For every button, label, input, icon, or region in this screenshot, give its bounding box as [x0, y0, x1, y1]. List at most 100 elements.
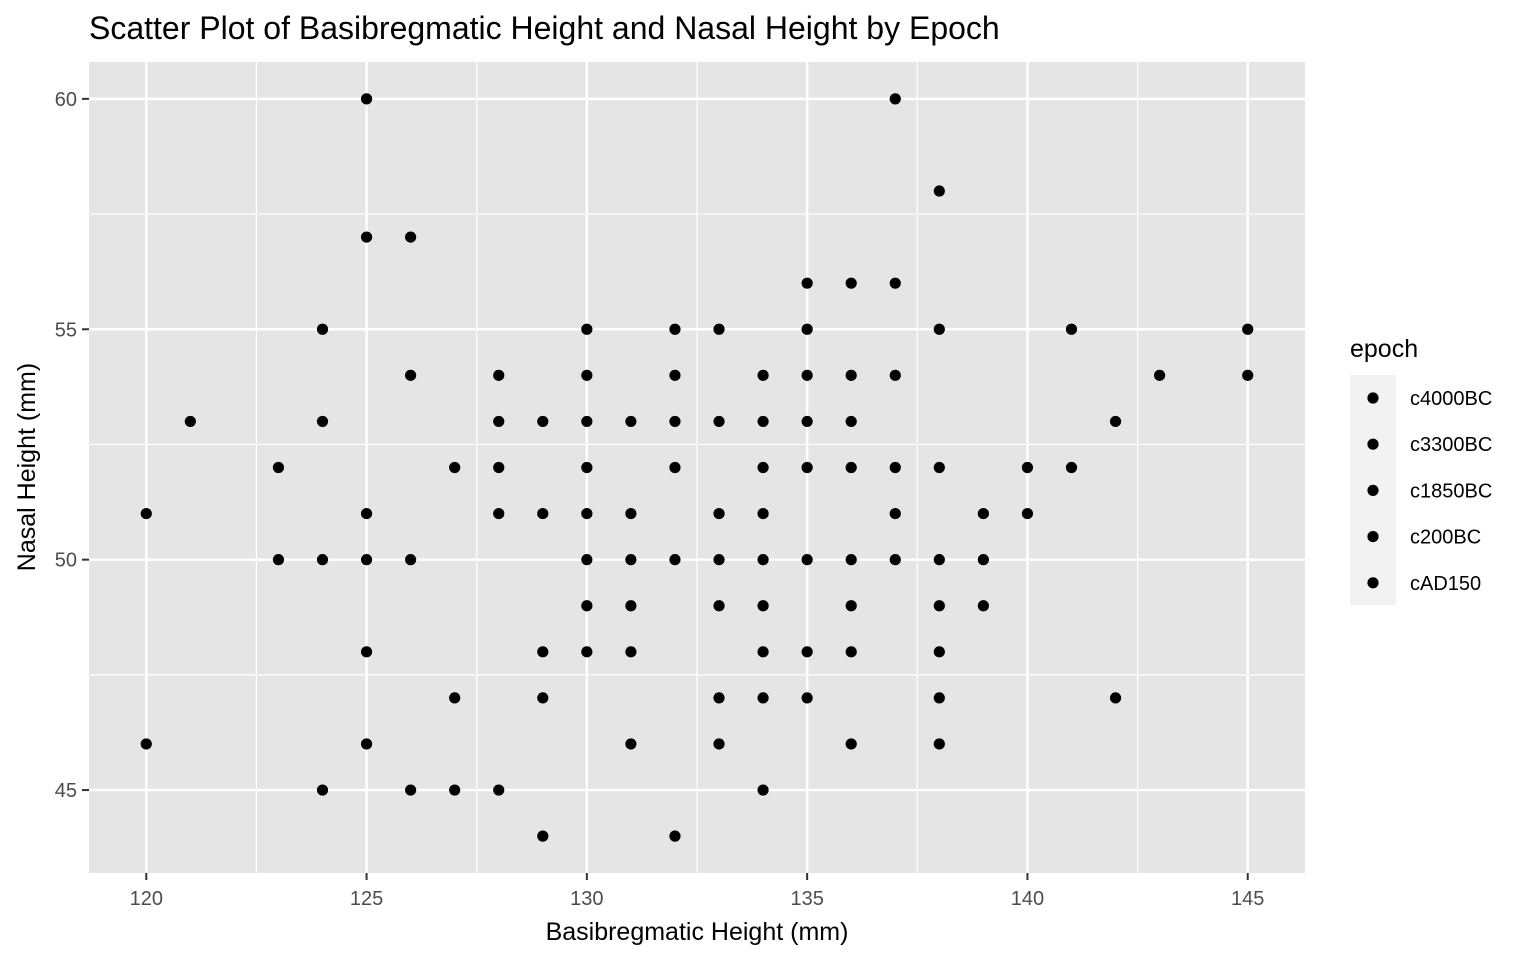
data-point — [1065, 323, 1078, 335]
data-point — [316, 554, 329, 566]
data-point — [581, 369, 593, 381]
data-point — [140, 738, 152, 750]
data-point — [625, 738, 637, 750]
data-point — [845, 738, 857, 750]
data-point — [713, 738, 725, 750]
data-point — [405, 231, 417, 243]
legend-label: c4000BC — [1410, 388, 1492, 410]
data-point — [713, 692, 725, 704]
data-point — [889, 507, 901, 520]
legend-key — [1367, 531, 1379, 543]
data-point — [625, 646, 637, 658]
data-point — [977, 600, 989, 612]
data-point — [889, 369, 901, 381]
data-point — [757, 554, 769, 566]
y-tick-label: 55 — [55, 319, 77, 341]
data-point — [1021, 461, 1034, 474]
data-point — [933, 554, 945, 566]
data-point — [757, 692, 769, 704]
data-point — [449, 461, 461, 474]
data-point — [713, 554, 725, 566]
data-point — [316, 415, 329, 428]
data-point — [889, 554, 901, 566]
data-point — [933, 646, 945, 658]
data-point — [801, 692, 813, 704]
data-point — [493, 507, 505, 520]
x-axis: 120 125 130 135 140 145 — [130, 873, 1264, 910]
data-point — [889, 93, 901, 105]
data-point — [669, 415, 681, 428]
data-point — [1154, 369, 1166, 381]
data-point — [360, 507, 373, 520]
data-point — [713, 323, 725, 335]
data-point — [757, 461, 769, 474]
data-point — [1242, 323, 1254, 335]
legend-label: cAD150 — [1410, 573, 1481, 595]
data-point — [581, 507, 593, 520]
y-axis: 45 50 55 60 — [55, 89, 89, 802]
legend-key — [1367, 577, 1379, 589]
y-axis-title: Nasal Height (mm) — [13, 363, 41, 571]
data-point — [272, 554, 285, 566]
data-point — [360, 646, 373, 658]
data-point — [537, 692, 549, 704]
data-point — [845, 415, 857, 428]
data-point — [581, 461, 593, 474]
x-tick-label: 130 — [570, 888, 603, 910]
data-point — [845, 369, 857, 381]
data-point — [1065, 461, 1078, 474]
legend-key — [1367, 484, 1379, 496]
data-point — [801, 415, 813, 428]
x-axis-title: Basibregmatic Height (mm) — [546, 918, 849, 946]
data-point — [845, 554, 857, 566]
data-point — [405, 784, 417, 796]
y-tick-label: 45 — [55, 780, 77, 802]
legend-label: c3300BC — [1410, 434, 1492, 456]
legend-key — [1367, 438, 1379, 450]
data-point — [360, 738, 373, 750]
data-point — [537, 415, 549, 428]
data-point — [669, 369, 681, 381]
legend: epoch c4000BC c3300BC c1850BC c200BC cAD150 — [1350, 335, 1492, 605]
legend-title: epoch — [1350, 335, 1418, 363]
data-point — [625, 415, 637, 428]
data-point — [977, 507, 989, 520]
data-point — [845, 461, 857, 474]
data-point — [669, 323, 681, 335]
data-point — [757, 369, 769, 381]
data-point — [713, 507, 725, 520]
data-point — [801, 323, 813, 335]
data-point — [713, 600, 725, 612]
data-point — [272, 461, 285, 474]
data-points — [140, 93, 1254, 842]
y-tick-label: 50 — [55, 550, 77, 572]
x-tick-label: 120 — [130, 888, 163, 910]
data-point — [316, 784, 329, 796]
data-point — [1242, 369, 1254, 381]
data-point — [493, 784, 505, 796]
data-point — [845, 600, 857, 612]
data-point — [1021, 507, 1034, 520]
data-point — [360, 231, 373, 243]
data-point — [625, 507, 637, 520]
data-point — [625, 554, 637, 566]
data-point — [889, 277, 901, 289]
data-point — [669, 554, 681, 566]
data-point — [757, 646, 769, 658]
x-tick-label: 140 — [1011, 888, 1044, 910]
data-point — [449, 692, 461, 704]
legend-label: c200BC — [1410, 527, 1481, 549]
data-point — [801, 461, 813, 474]
data-point — [845, 277, 857, 289]
x-tick-label: 125 — [350, 888, 383, 910]
data-point — [405, 369, 417, 381]
data-point — [537, 646, 549, 658]
data-point — [757, 784, 769, 796]
data-point — [933, 600, 945, 612]
data-point — [669, 461, 681, 474]
data-point — [184, 415, 196, 428]
data-point — [581, 323, 593, 335]
data-point — [625, 600, 637, 612]
